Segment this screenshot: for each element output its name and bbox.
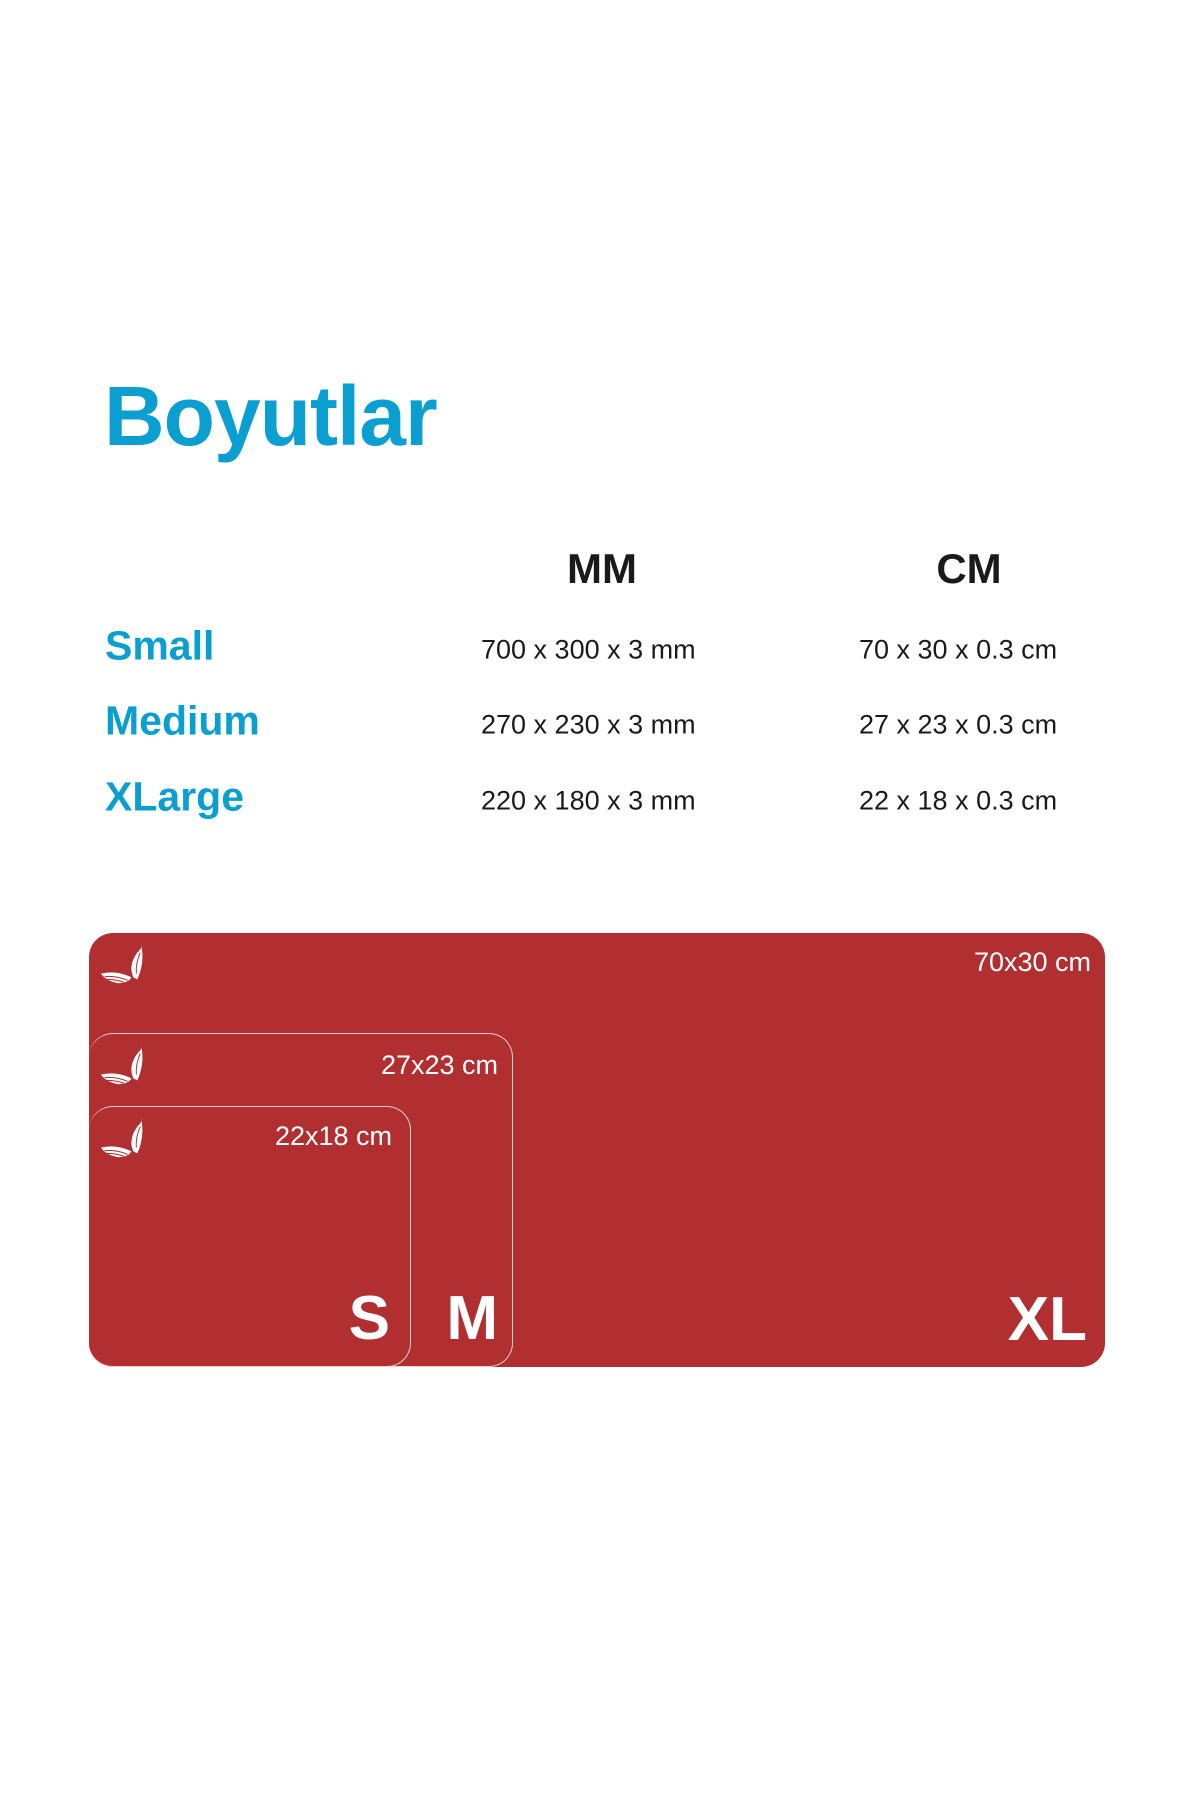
- row-label-medium: Medium: [105, 697, 260, 744]
- mat-s-size: S: [348, 1284, 390, 1353]
- xlarge-mm: 220 x 180 x 3 mm: [481, 785, 696, 816]
- wings-logo-icon: [100, 944, 143, 984]
- page-title: Boyutlar: [104, 369, 438, 463]
- row-label-xlarge: XLarge: [105, 773, 244, 820]
- wings-logo-icon: [100, 1045, 143, 1085]
- medium-mm: 270 x 230 x 3 mm: [481, 709, 696, 740]
- mat-m-dimension: 27x23 cm: [380, 1050, 498, 1080]
- column-header-cm: CM: [936, 545, 1002, 592]
- mat-m-size: M: [446, 1284, 498, 1353]
- medium-cm: 27 x 23 x 0.3 cm: [859, 709, 1058, 740]
- small-mm: 700 x 300 x 3 mm: [481, 634, 696, 665]
- mat-s-dimension: 22x18 cm: [274, 1121, 392, 1151]
- xlarge-cm: 22 x 18 x 0.3 cm: [859, 785, 1058, 816]
- mat-s: 22x18 cm S: [89, 1106, 411, 1367]
- row-label-small: Small: [105, 622, 215, 669]
- column-header-mm: MM: [567, 545, 637, 592]
- mat-xl-size: XL: [1007, 1285, 1087, 1354]
- wings-logo-icon: [100, 1118, 143, 1158]
- small-cm: 70 x 30 x 0.3 cm: [859, 634, 1058, 665]
- mat-xl-dimension: 70x30 cm: [973, 947, 1091, 977]
